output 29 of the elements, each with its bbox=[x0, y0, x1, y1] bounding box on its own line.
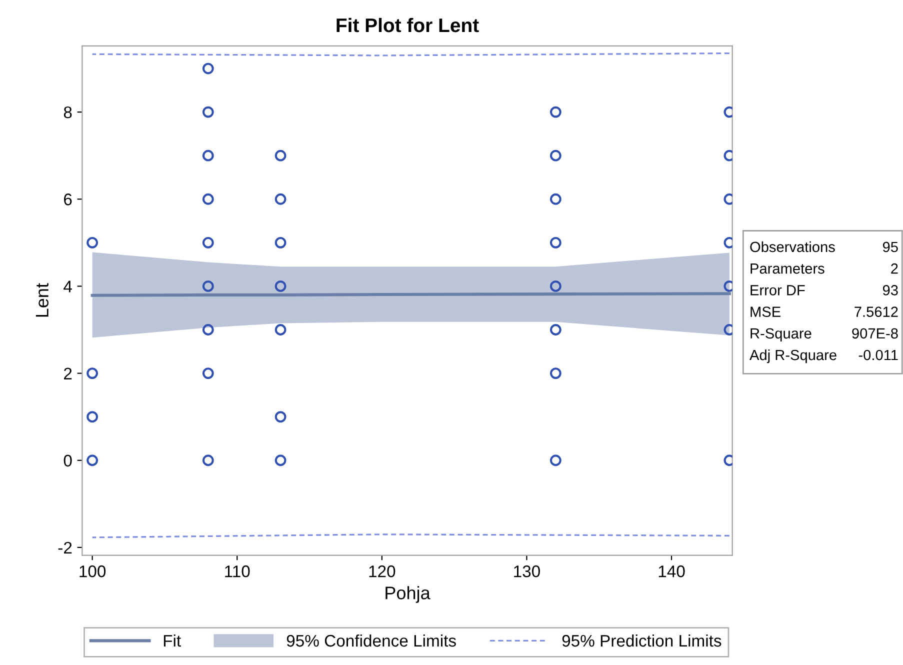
x-tick-label: 130 bbox=[514, 565, 540, 578]
text: Observations bbox=[750, 241, 835, 252]
text: 93 bbox=[882, 285, 898, 296]
y-tick-label: 8 bbox=[64, 106, 72, 118]
text: MSE bbox=[750, 306, 780, 317]
y-axis-title: Lent bbox=[36, 283, 49, 317]
x-tick-label: 110 bbox=[225, 565, 250, 578]
text: Adj R-Square bbox=[750, 349, 836, 364]
text: 95% Confidence Limits bbox=[286, 634, 456, 647]
text: Error DF bbox=[750, 285, 805, 296]
text: Parameters bbox=[750, 264, 824, 274]
legend-label: Fit bbox=[164, 634, 181, 647]
y-tick-label: -2 bbox=[58, 542, 72, 554]
text: -0.011 bbox=[858, 350, 898, 360]
text: 7.5612 bbox=[854, 306, 898, 317]
text: 907E-8 bbox=[852, 328, 898, 339]
y-tick-label: 2 bbox=[64, 368, 72, 380]
y-tick-label: 4 bbox=[64, 280, 72, 292]
chart-title: Fit Plot for Lent bbox=[336, 18, 479, 32]
text: 95 bbox=[882, 242, 898, 252]
text: R-Square bbox=[750, 328, 812, 342]
y-tick-label: 6 bbox=[64, 194, 72, 206]
x-tick-label: 140 bbox=[658, 565, 685, 578]
x-tick-label: 120 bbox=[369, 565, 396, 578]
text: 2 bbox=[891, 263, 898, 274]
y-tick-label: 0 bbox=[64, 454, 72, 467]
x-tick-label: 100 bbox=[80, 565, 106, 578]
x-axis-title: Pohja bbox=[386, 586, 430, 603]
legend-label: 95% Prediction Limits bbox=[562, 634, 722, 647]
